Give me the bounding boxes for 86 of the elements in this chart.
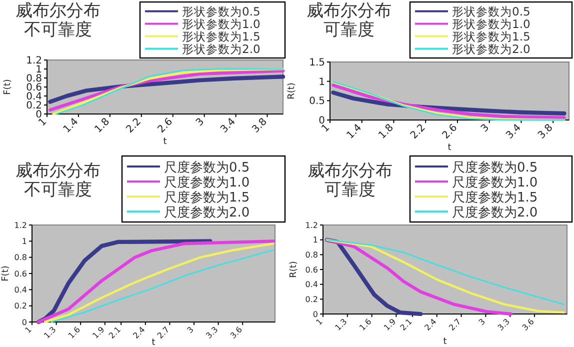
x-tick-label: 2.2: [408, 122, 428, 142]
x-tick-label: 2.6: [440, 122, 460, 142]
y-tick-label: 0.5: [309, 96, 325, 108]
y-tick-label: 0.6: [305, 265, 318, 274]
y-tick-label: 1: [318, 76, 325, 88]
legend-label: 尺度参数为0.5: [452, 159, 538, 176]
x-tick-label: 3.6: [520, 317, 536, 332]
y-tick-label: 0.8: [14, 253, 27, 262]
y-tick-label: 0.4: [26, 92, 42, 102]
chart-title: 威布尔分布不可靠度: [16, 161, 100, 200]
x-tick-label: 3: [194, 116, 206, 129]
y-axis-title: F(t): [3, 79, 13, 95]
y-tick-label: 1: [22, 236, 27, 246]
y-axis-title: R(t): [287, 82, 297, 100]
x-axis-title: t: [448, 143, 452, 153]
legend-label: 形状参数为2.0: [182, 42, 260, 56]
x-tick-label: 3.8: [536, 122, 556, 142]
x-tick-label: 1.8: [93, 116, 112, 136]
x-tick-label: 1.3: [42, 325, 58, 340]
legend-label: 尺度参数为1.5: [452, 189, 538, 206]
x-tick-label: 1.9: [382, 317, 398, 332]
y-tick-label: 1: [312, 236, 318, 245]
x-tick-label: 2.2: [124, 116, 144, 136]
y-axis-title: F(t): [1, 266, 11, 282]
line-series: [325, 238, 512, 316]
legend-label: 形状参数为1.5: [452, 30, 530, 44]
y-tick-label: 0: [312, 310, 318, 319]
y-tick-label: 0.8: [305, 250, 318, 260]
y-tick-label: 1.5: [309, 58, 325, 68]
y-tick-label: 1: [36, 64, 42, 76]
y-tick-label: 0.4: [14, 285, 27, 294]
y-axis-title: R(t): [289, 261, 299, 278]
y-tick-label: 0.2: [26, 100, 42, 112]
legend-label: 尺度参数为2.0: [164, 204, 250, 220]
x-tick-label: 2.1: [398, 317, 414, 332]
legend-label: 形状参数为0.5: [182, 4, 260, 19]
x-tick-label: 2.4: [131, 325, 147, 340]
x-tick-label: 2.6: [156, 116, 175, 136]
x-tick-label: 1.8: [376, 122, 396, 142]
legend-label: 形状参数为1.0: [182, 17, 260, 32]
x-tick-label: 1.6: [66, 325, 82, 340]
x-tick-label: 3.3: [496, 317, 512, 332]
legend-label: 形状参数为2.0: [452, 42, 530, 56]
x-tick-label: 1.9: [90, 325, 106, 340]
x-tick-label: 1.4: [344, 122, 364, 142]
x-tick-label: 1.3: [333, 317, 349, 332]
y-tick-label: 0.2: [305, 294, 318, 304]
x-tick-label: 3.8: [250, 116, 270, 136]
legend-label: 尺度参数为1.5: [164, 189, 250, 206]
legend-label: 尺度参数为0.5: [164, 159, 250, 176]
y-tick-label: 0.6: [26, 82, 42, 94]
y-tick-label: 0.8: [26, 74, 42, 84]
chart-title: 威布尔分布可靠度: [308, 161, 392, 200]
chart-title: 威布尔分布可靠度: [306, 1, 392, 40]
x-tick-label: 3.4: [218, 116, 238, 136]
x-tick-label: 2.7: [447, 317, 463, 332]
legend-label: 尺度参数为1.0: [452, 174, 538, 190]
y-tick-label: 0.2: [14, 302, 27, 311]
legend-label: 尺度参数为2.0: [452, 204, 538, 220]
y-tick-label: 1.2: [26, 56, 42, 66]
x-tick-label: 1.6: [358, 317, 374, 332]
x-axis-title: t: [152, 338, 156, 347]
x-tick-label: 3: [479, 122, 492, 135]
y-tick-label: 0: [22, 318, 27, 327]
x-tick-label: 2.4: [422, 317, 438, 332]
x-tick-label: 3: [185, 325, 196, 336]
x-tick-label: 2.7: [156, 325, 172, 340]
legend-label: 尺度参数为1.0: [164, 174, 250, 190]
line-series: [48, 74, 286, 104]
x-tick-label: 3.3: [204, 325, 220, 340]
y-tick-label: 0.6: [14, 269, 27, 278]
legend-label: 形状参数为0.5: [452, 4, 530, 19]
x-tick-label: 1.4: [62, 116, 81, 136]
x-tick-label: 3: [477, 317, 488, 328]
y-tick-label: 0.4: [305, 280, 318, 290]
line-series: [36, 239, 212, 324]
x-axis-title: t: [443, 337, 448, 347]
y-tick-label: 1.2: [14, 220, 27, 230]
legend-label: 形状参数为1.0: [452, 17, 530, 32]
y-tick-label: 1.2: [305, 220, 318, 230]
legend-label: 形状参数为1.5: [182, 30, 260, 44]
chart-title: 威布尔分布不可靠度: [16, 1, 100, 40]
x-tick-label: 3.4: [504, 122, 524, 142]
x-tick-label: 2.1: [107, 325, 123, 340]
x-tick-label: 3.6: [228, 325, 244, 340]
x-axis-title: t: [163, 137, 168, 147]
